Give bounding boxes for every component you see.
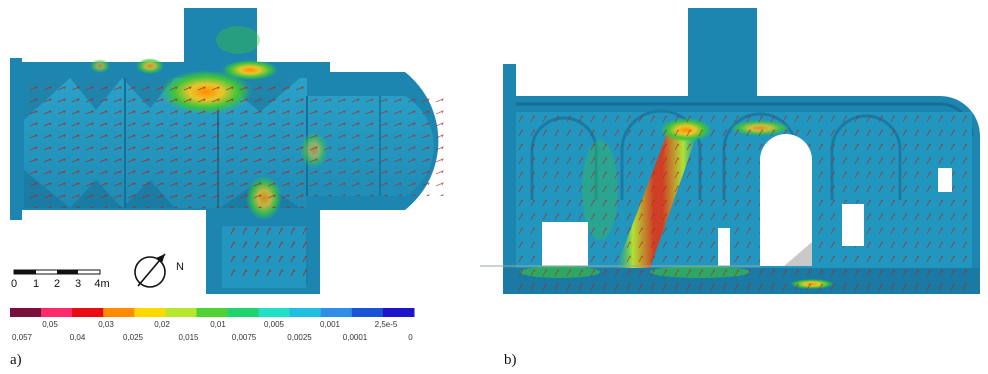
section-high-window xyxy=(938,168,952,192)
legend-swatch xyxy=(196,308,229,317)
legend-tick-label: 0,01 xyxy=(210,320,226,329)
section-arched-door xyxy=(760,134,812,266)
legend-swatch xyxy=(320,308,353,317)
legend-tick-label: 0,015 xyxy=(178,333,199,342)
legend-tick-label: 0,02 xyxy=(154,320,170,329)
section-pier-gap xyxy=(718,228,730,266)
legend-swatch xyxy=(41,308,73,317)
legend-tick-label: 0,025 xyxy=(123,333,144,342)
legend-swatch xyxy=(227,308,260,317)
legend-ticks-bottom: 0,057 0,04 0,025 0,015 0,0075 0,0025 0,0001 0 xyxy=(12,333,413,342)
legend-tick-label: 0,05 xyxy=(42,320,58,329)
legend-tick-label: 0,001 xyxy=(320,320,341,329)
velocity-color-legend: 0,05 0,03 0,02 0,01 0,005 0,001 2,5e-5 0,057 0,… xyxy=(10,308,415,342)
legend-ticks-top: 0,05 0,03 0,02 0,01 0,005 0,001 2,5e-5 xyxy=(42,320,398,329)
scale-bar: 0 1 2 3 4m xyxy=(11,269,110,290)
legend-tick-label: 0,005 xyxy=(264,320,285,329)
section-velocity-vectors xyxy=(516,112,972,294)
legend-swatch xyxy=(289,308,322,317)
legend-tick-label: 0,0001 xyxy=(343,333,368,342)
legend-swatch xyxy=(10,308,42,317)
plan-apse-vectors xyxy=(307,96,447,196)
legend-swatch xyxy=(382,308,415,317)
legend-swatch xyxy=(351,308,384,317)
legend-swatch xyxy=(72,308,104,317)
north-arrow-icon: N xyxy=(134,253,184,288)
scale-label-0: 0 xyxy=(11,278,17,290)
scale-label-3: 3 xyxy=(75,278,81,290)
legend-tick-label: 2,5e-5 xyxy=(375,320,398,329)
legend-tick-label: 0,03 xyxy=(98,320,114,329)
section-small-window xyxy=(842,204,864,246)
panel-b-section-view xyxy=(480,8,980,294)
legend-swatches xyxy=(10,308,415,317)
legend-swatch xyxy=(258,308,291,317)
legend-tick-label: 0,057 xyxy=(12,333,33,342)
panel-label-a: a) xyxy=(10,352,22,368)
section-stair xyxy=(784,242,812,266)
legend-tick-label: 0 xyxy=(408,333,413,342)
section-window-left xyxy=(542,222,588,266)
scale-label-4: 4m xyxy=(94,278,109,290)
panel-a-plan-view xyxy=(10,8,447,294)
legend-tick-label: 0,04 xyxy=(70,333,86,342)
legend-tick-label: 0,0025 xyxy=(287,333,312,342)
scale-label-1: 1 xyxy=(33,278,39,290)
plan-velocity-vectors xyxy=(24,78,307,208)
legend-swatch xyxy=(165,308,197,317)
legend-swatch xyxy=(103,308,135,317)
panel-label-b: b) xyxy=(504,352,517,368)
legend-tick-label: 0,0075 xyxy=(232,333,257,342)
scale-label-2: 2 xyxy=(54,278,60,290)
plan-annex-vectors xyxy=(226,226,308,284)
legend-swatch xyxy=(134,308,166,317)
north-label: N xyxy=(176,261,184,273)
